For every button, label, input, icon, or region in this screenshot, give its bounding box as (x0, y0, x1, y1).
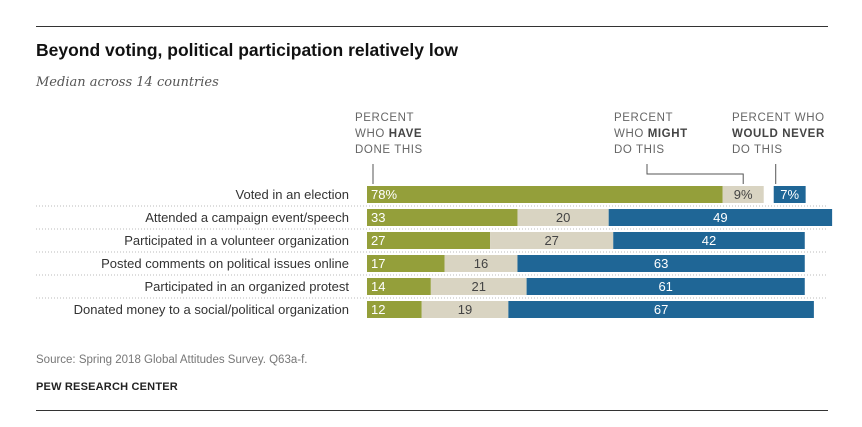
header-might: PERCENT WHO MIGHT DO THIS (614, 110, 688, 158)
bar-have (367, 278, 431, 295)
value-label-never: 7% (780, 187, 799, 202)
bar-never (608, 209, 833, 226)
header-might-line3: DO THIS (614, 144, 665, 156)
value-label-have: 27 (371, 233, 385, 248)
value-label-never: 49 (713, 210, 727, 225)
header-have-done: PERCENT WHO HAVE DONE THIS (355, 110, 423, 158)
header-have-line2: WHO HAVE (355, 126, 423, 142)
chart-subtitle: Median across 14 countries (36, 75, 219, 90)
header-never-line2: WOULD NEVER (732, 126, 825, 142)
category-label: Participated in a volunteer organization (124, 233, 349, 248)
value-label-might: 20 (556, 210, 570, 225)
bar-have (367, 186, 723, 203)
category-label: Voted in an election (236, 187, 349, 202)
header-never-line2b: WOULD NEVER (732, 128, 825, 140)
category-label: Participated in an organized protest (144, 279, 349, 294)
value-label-never: 67 (654, 302, 668, 317)
value-label-have: 14 (371, 279, 385, 294)
value-label-never: 42 (702, 233, 716, 248)
header-have-line2b: HAVE (388, 128, 423, 140)
header-might-line1: PERCENT (614, 112, 674, 124)
header-never-line3: DO THIS (732, 144, 783, 156)
header-never: PERCENT WHO WOULD NEVER DO THIS (732, 110, 825, 158)
value-label-never: 61 (658, 279, 672, 294)
bar-never (526, 278, 805, 295)
brand-label: PEW RESEARCH CENTER (36, 381, 178, 393)
bar-might (722, 186, 764, 203)
value-label-might: 9% (734, 187, 753, 202)
bar-have (367, 255, 445, 272)
value-label-have: 33 (371, 210, 385, 225)
bar-never (517, 255, 805, 272)
bar-never (773, 186, 806, 203)
bar-might (430, 278, 527, 295)
bar-might (444, 255, 518, 272)
value-label-might: 21 (471, 279, 485, 294)
bar-might (517, 209, 609, 226)
header-might-line2b: MIGHT (647, 128, 688, 140)
bottom-rule (36, 410, 828, 411)
bar-have (367, 301, 422, 318)
category-label: Attended a campaign event/speech (145, 210, 349, 225)
value-label-might: 19 (458, 302, 472, 317)
header-never-line1: PERCENT WHO (732, 112, 825, 124)
bar-never (508, 301, 814, 318)
category-label: Donated money to a social/political orga… (74, 302, 349, 317)
header-might-line2a: WHO (614, 128, 648, 140)
top-rule (36, 26, 828, 27)
bar-have (367, 232, 491, 249)
bar-have (367, 209, 518, 226)
bar-never (613, 232, 805, 249)
value-label-have: 78% (371, 187, 397, 202)
value-label-might: 27 (544, 233, 558, 248)
value-label-have: 12 (371, 302, 385, 317)
header-have-line1: PERCENT (355, 112, 415, 124)
leader-might (646, 164, 744, 184)
source-note: Source: Spring 2018 Global Attitudes Sur… (36, 354, 308, 366)
value-label-have: 17 (371, 256, 385, 271)
bar-might (421, 301, 509, 318)
chart-title: Beyond voting, political participation r… (36, 40, 459, 60)
header-have-line2a: WHO (355, 128, 389, 140)
header-have-line3: DONE THIS (355, 144, 423, 156)
value-label-never: 63 (654, 256, 668, 271)
value-label-might: 16 (474, 256, 488, 271)
category-label: Posted comments on political issues onli… (101, 256, 349, 271)
bar-might (490, 232, 614, 249)
header-might-line2: WHO MIGHT (614, 126, 688, 142)
